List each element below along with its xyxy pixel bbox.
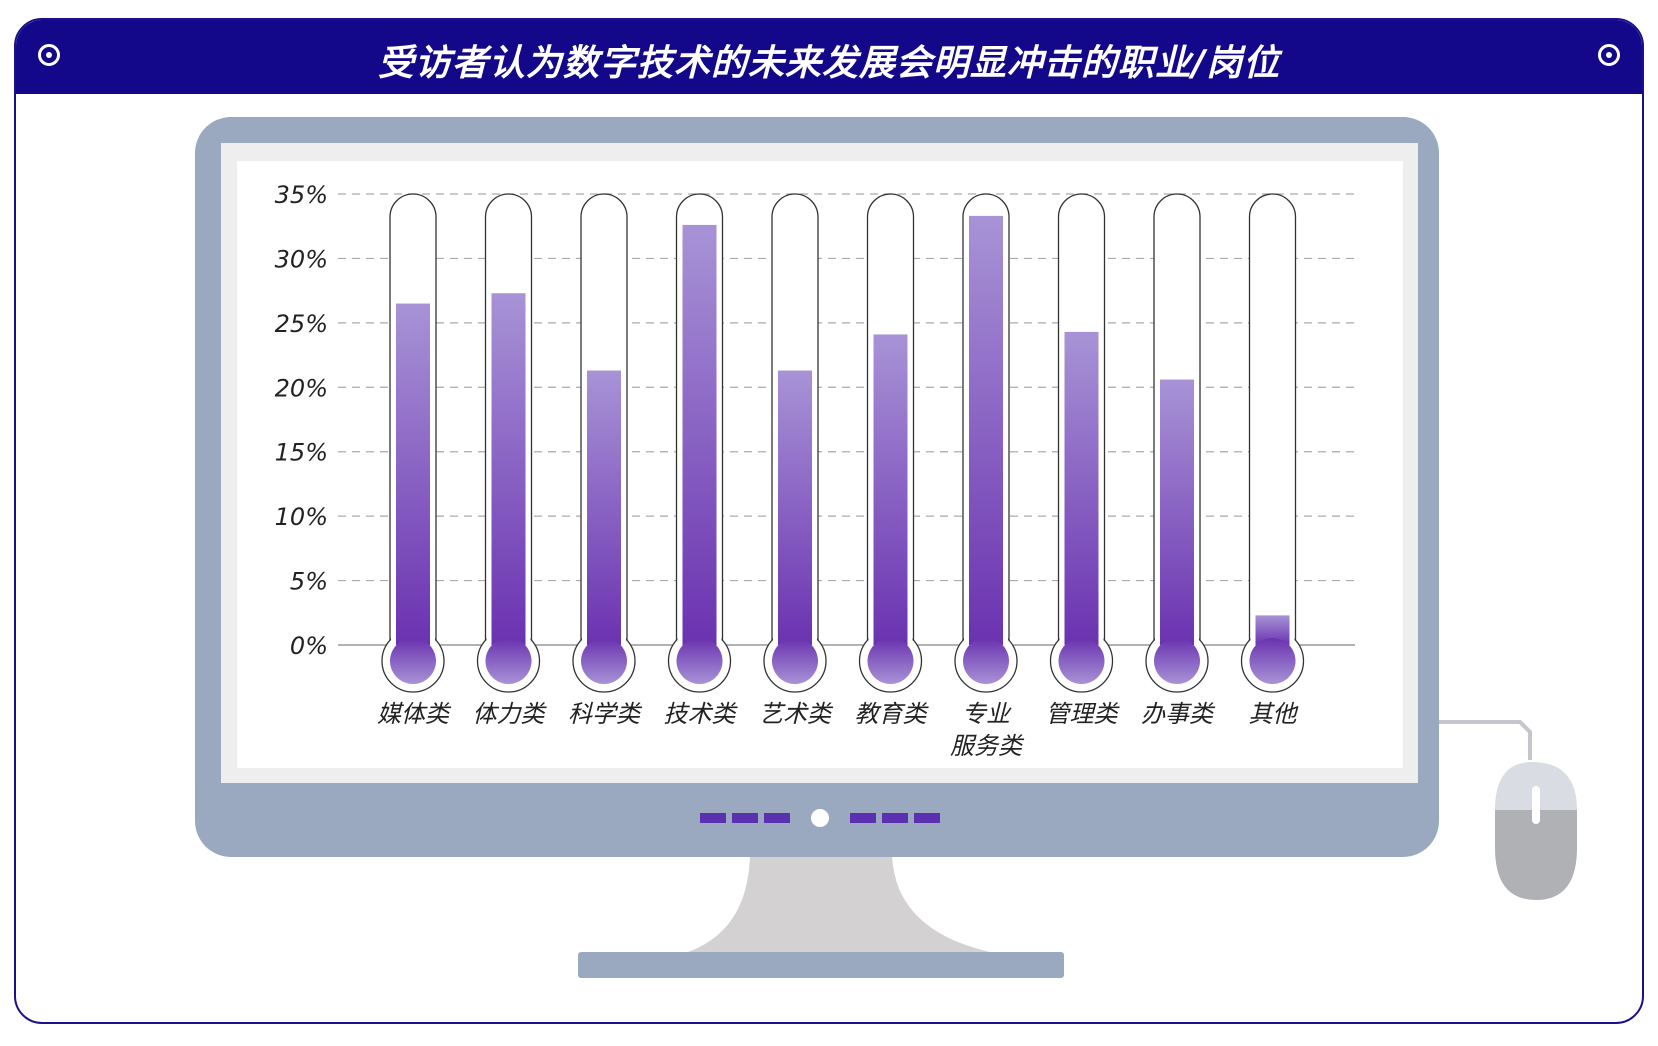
target-icon	[38, 44, 60, 66]
x-category-label: 其他	[1249, 700, 1300, 728]
thermometer-bulb	[1154, 638, 1200, 684]
header-bar: 受访者认为数字技术的未来发展会明显冲击的职业/岗位	[16, 20, 1642, 94]
x-category-label: 媒体类	[377, 700, 452, 728]
bar	[969, 215, 1003, 646]
thermometer-bulb	[867, 638, 914, 684]
bar	[682, 224, 717, 645]
thermometer-bulb	[390, 638, 436, 684]
y-tick-label: 35%	[275, 181, 328, 209]
mouse-icon	[1439, 720, 1577, 900]
bar	[1064, 331, 1099, 645]
monitor-stand-base	[578, 952, 1064, 978]
y-tick-label: 5%	[290, 568, 328, 596]
bar	[491, 293, 526, 645]
monitor-stand-neck	[688, 855, 990, 952]
thermometer-bulb	[963, 638, 1009, 684]
bar-chart: 0% 5% 10% 15% 20% 25% 30% 35% 媒体类 体力类 科学类 技术类 艺术类 教育类…	[275, 181, 1355, 760]
bar	[778, 370, 812, 645]
x-category-label: 技术类	[664, 700, 739, 728]
page-title: 受访者认为数字技术的未来发展会明显冲击的职业/岗位	[377, 43, 1281, 84]
bar	[873, 334, 908, 645]
x-category-label: 办事类	[1141, 700, 1216, 728]
thermometer-bulb	[1058, 638, 1105, 684]
y-tick-label: 0%	[290, 632, 328, 660]
thermometer-bulb	[485, 638, 532, 684]
x-category-label: 管理类	[1046, 700, 1121, 728]
y-tick-label: 10%	[275, 503, 328, 531]
x-category-label: 体力类	[473, 700, 548, 728]
y-tick-label: 20%	[275, 374, 328, 402]
thermometer-bulb	[581, 638, 627, 684]
x-category-label: 专业	[962, 700, 1012, 728]
target-icon	[1598, 44, 1620, 66]
y-tick-label: 25%	[275, 310, 328, 338]
x-category-label: 科学类	[568, 700, 643, 728]
thermometer-bulb	[772, 638, 818, 684]
x-category-label: 教育类	[855, 700, 930, 728]
y-tick-label: 15%	[275, 439, 328, 467]
thermometer-bulb	[1249, 638, 1296, 684]
bar	[587, 370, 621, 645]
x-category-label: 服务类	[950, 732, 1025, 760]
y-tick-label: 30%	[275, 245, 328, 273]
monitor-indicator	[700, 809, 940, 827]
bar	[396, 303, 430, 645]
bar	[1160, 379, 1194, 645]
x-category-label: 艺术类	[759, 700, 834, 728]
thermometer-tube	[1248, 193, 1297, 643]
thermometer-bulb	[676, 638, 723, 684]
